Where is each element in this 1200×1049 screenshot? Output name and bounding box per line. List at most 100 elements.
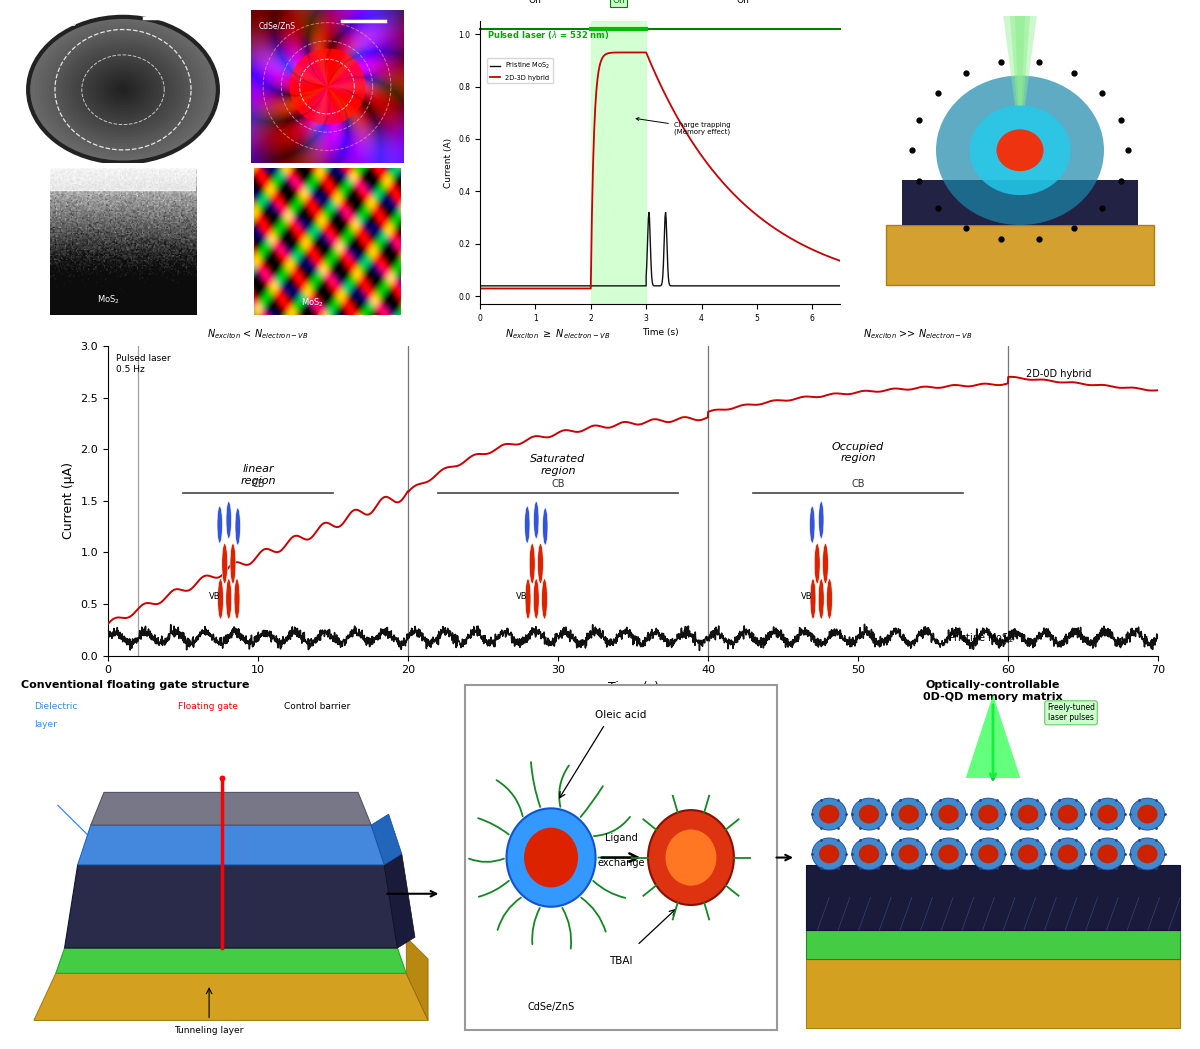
- Circle shape: [931, 798, 966, 830]
- Circle shape: [89, 63, 157, 116]
- Circle shape: [815, 543, 820, 583]
- 2D-3D hybrid: [833, 255, 847, 267]
- Text: Pulsed laser ($\lambda$ = 532 nm): Pulsed laser ($\lambda$ = 532 nm): [487, 29, 610, 42]
- Text: Ligand: Ligand: [605, 833, 637, 843]
- Polygon shape: [65, 864, 397, 948]
- Circle shape: [230, 543, 236, 583]
- Text: VB: VB: [209, 593, 220, 601]
- Circle shape: [1018, 805, 1038, 823]
- Circle shape: [100, 72, 146, 107]
- Circle shape: [47, 31, 199, 148]
- Circle shape: [529, 543, 535, 583]
- Bar: [590, 21, 646, 304]
- Circle shape: [978, 805, 998, 823]
- Circle shape: [36, 23, 210, 156]
- Y-axis label: Current (A): Current (A): [444, 137, 452, 188]
- X-axis label: Time (s): Time (s): [642, 328, 678, 338]
- 2D-3D hybrid: [569, 282, 583, 295]
- Text: CB: CB: [851, 478, 865, 489]
- Polygon shape: [371, 814, 402, 864]
- Text: MoS$_2$: MoS$_2$: [300, 297, 324, 309]
- Line: Pristine MoS$_2$: Pristine MoS$_2$: [480, 213, 840, 286]
- Text: layer: layer: [34, 720, 56, 729]
- Circle shape: [40, 25, 206, 154]
- Text: Pulsed laser
0.5 Hz: Pulsed laser 0.5 Hz: [115, 355, 170, 373]
- Circle shape: [1010, 838, 1045, 870]
- 2D-3D hybrid: [756, 213, 770, 226]
- 2D-3D hybrid: [652, 76, 666, 88]
- Circle shape: [103, 74, 143, 105]
- Circle shape: [222, 543, 228, 583]
- Text: linear
region: linear region: [240, 465, 276, 486]
- Text: Electric pulse
erasing: Electric pulse erasing: [996, 293, 1044, 305]
- Circle shape: [1057, 805, 1078, 823]
- Text: Optically-controllable
0D-QD memory matrix: Optically-controllable 0D-QD memory matr…: [923, 680, 1063, 702]
- Circle shape: [892, 838, 926, 870]
- Circle shape: [996, 129, 1044, 171]
- Circle shape: [859, 805, 880, 823]
- Pristine MoS$_2$: [728, 280, 743, 293]
- Circle shape: [542, 508, 548, 545]
- Polygon shape: [91, 792, 371, 825]
- Circle shape: [818, 501, 824, 538]
- Text: VB: VB: [516, 593, 528, 601]
- Circle shape: [852, 838, 886, 870]
- Text: CdSe/ZnS: CdSe/ZnS: [40, 19, 77, 27]
- Polygon shape: [34, 973, 428, 1021]
- Pristine MoS$_2$: [704, 280, 719, 293]
- Line: 2D-3D hybrid: 2D-3D hybrid: [480, 52, 840, 288]
- Circle shape: [859, 844, 880, 863]
- Polygon shape: [78, 825, 384, 864]
- Text: CdSe/ZnS: CdSe/ZnS: [528, 1002, 575, 1012]
- Text: $N_{exciton}$ < $N_{electron-VB}$: $N_{exciton}$ < $N_{electron-VB}$: [208, 327, 308, 341]
- Pristine MoS$_2$: [652, 279, 666, 292]
- Circle shape: [59, 40, 187, 140]
- Circle shape: [1057, 844, 1078, 863]
- 2D-3D hybrid: [728, 190, 743, 202]
- Polygon shape: [966, 694, 1020, 778]
- 2D-3D hybrid: [473, 282, 487, 295]
- Circle shape: [226, 579, 232, 619]
- Circle shape: [85, 61, 161, 119]
- Circle shape: [892, 798, 926, 830]
- Circle shape: [1138, 805, 1158, 823]
- Circle shape: [1091, 798, 1124, 830]
- Circle shape: [538, 543, 544, 583]
- Circle shape: [938, 844, 959, 863]
- Circle shape: [852, 798, 886, 830]
- Text: On: On: [612, 0, 625, 5]
- Text: VB: VB: [802, 593, 812, 601]
- Pristine MoS$_2$: [833, 280, 847, 293]
- Circle shape: [234, 579, 240, 619]
- Circle shape: [533, 579, 539, 619]
- Polygon shape: [806, 864, 1181, 930]
- Polygon shape: [1015, 16, 1025, 106]
- Pristine MoS$_2$: [473, 280, 487, 293]
- Text: MoS$_2$: MoS$_2$: [96, 294, 120, 306]
- Circle shape: [28, 17, 218, 163]
- Pristine MoS$_2$: [756, 280, 770, 293]
- Circle shape: [810, 579, 816, 619]
- Text: CB: CB: [551, 478, 565, 489]
- Circle shape: [115, 84, 131, 95]
- Circle shape: [217, 579, 223, 619]
- Circle shape: [970, 106, 1070, 195]
- Circle shape: [820, 844, 839, 863]
- Circle shape: [77, 55, 169, 125]
- Text: Freely-tuned
laser pulses: Freely-tuned laser pulses: [1046, 703, 1096, 723]
- Text: $N_{exciton}$ $\geq$ $N_{electron-VB}$: $N_{exciton}$ $\geq$ $N_{electron-VB}$: [505, 327, 611, 341]
- Polygon shape: [806, 959, 1181, 1028]
- Circle shape: [534, 501, 539, 538]
- Pristine MoS$_2$: [724, 280, 738, 293]
- Circle shape: [820, 805, 839, 823]
- Text: TBAI: TBAI: [610, 956, 632, 966]
- Legend: Pristine MoS$_2$, 2D-3D hybrid: Pristine MoS$_2$, 2D-3D hybrid: [487, 59, 553, 83]
- Polygon shape: [407, 937, 428, 1021]
- Circle shape: [70, 49, 176, 131]
- Circle shape: [971, 798, 1006, 830]
- Text: $N_{exciton}$ >> $N_{electron-VB}$: $N_{exciton}$ >> $N_{electron-VB}$: [863, 327, 973, 341]
- Circle shape: [1130, 838, 1165, 870]
- Circle shape: [1051, 838, 1085, 870]
- Circle shape: [506, 809, 595, 906]
- Circle shape: [971, 838, 1006, 870]
